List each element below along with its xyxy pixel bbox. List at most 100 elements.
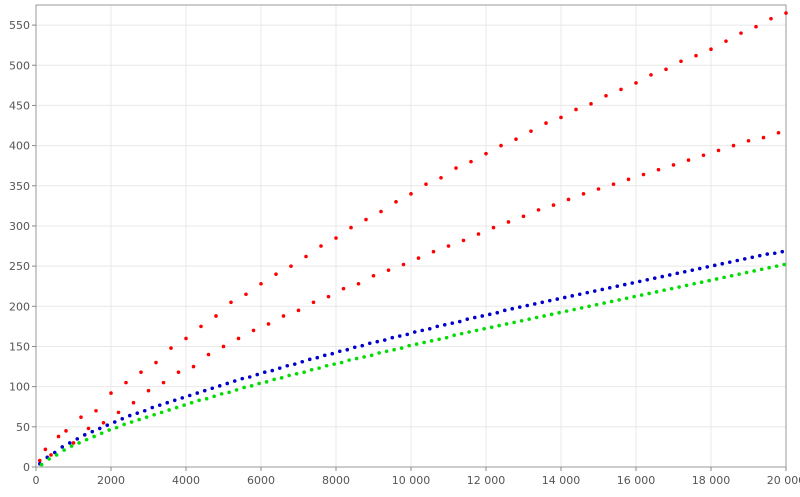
data-point <box>506 220 511 224</box>
data-point <box>360 343 365 348</box>
data-point <box>217 384 222 388</box>
data-point <box>369 353 374 358</box>
data-point <box>641 172 646 177</box>
data-point <box>221 344 226 349</box>
data-point <box>77 441 81 445</box>
data-point <box>307 357 312 362</box>
y-tick-label: 150 <box>9 340 30 353</box>
data-point <box>662 288 666 293</box>
data-point <box>375 339 380 344</box>
data-point <box>300 359 305 364</box>
data-point <box>399 346 404 350</box>
data-point <box>347 358 351 362</box>
data-point <box>437 337 441 342</box>
data-point <box>465 317 470 321</box>
data-point <box>564 309 569 313</box>
data-point <box>161 380 166 385</box>
data-point <box>382 338 387 342</box>
data-point <box>480 314 485 318</box>
data-point <box>532 302 537 306</box>
data-point <box>92 434 96 439</box>
data-point <box>202 388 207 393</box>
data-point <box>442 322 447 327</box>
data-point <box>257 381 261 386</box>
data-point <box>204 396 209 401</box>
data-point <box>195 391 200 395</box>
data-point <box>311 300 316 305</box>
data-point <box>694 53 698 58</box>
data-point <box>60 445 65 449</box>
data-point <box>649 73 653 77</box>
data-point <box>744 270 749 275</box>
x-tick-label: 4000 <box>172 474 200 487</box>
data-point <box>697 266 702 271</box>
data-point <box>289 264 293 268</box>
data-point <box>337 349 342 354</box>
data-point <box>322 353 327 358</box>
data-point <box>150 405 155 410</box>
data-point <box>731 143 736 148</box>
data-point <box>579 306 584 310</box>
data-point <box>180 396 185 400</box>
data-point <box>397 334 402 338</box>
data-point <box>457 319 462 324</box>
data-point <box>174 405 179 410</box>
data-point <box>345 347 350 352</box>
data-point <box>302 370 306 374</box>
y-tick-label: 250 <box>9 260 30 273</box>
data-point <box>249 384 254 388</box>
x-tick-label: 0 <box>33 474 40 487</box>
data-point <box>90 429 95 434</box>
data-point <box>184 336 188 341</box>
data-point <box>187 393 192 398</box>
data-point <box>499 143 503 148</box>
data-point <box>504 322 509 326</box>
data-point <box>97 426 102 431</box>
data-point <box>671 163 676 167</box>
data-point <box>452 333 456 338</box>
x-tick-label: 6000 <box>247 474 275 487</box>
data-point <box>555 297 560 301</box>
data-point <box>270 368 275 373</box>
data-point <box>727 260 732 264</box>
data-point <box>247 375 252 379</box>
data-point <box>105 423 110 428</box>
data-point <box>431 249 436 254</box>
data-point <box>79 415 83 419</box>
data-point <box>752 269 756 273</box>
data-point <box>225 381 230 386</box>
data-point <box>285 363 290 368</box>
data-point <box>176 370 181 374</box>
data-point <box>705 265 710 269</box>
x-tick-label: 20 000 <box>767 474 800 487</box>
data-point <box>390 335 395 340</box>
data-point <box>632 294 636 299</box>
data-point <box>167 408 171 412</box>
data-point <box>229 300 233 305</box>
y-tick-label: 550 <box>9 19 30 32</box>
data-point <box>677 285 681 289</box>
data-point <box>84 437 89 442</box>
data-point <box>242 385 246 390</box>
data-point <box>735 258 740 263</box>
data-point <box>622 282 627 287</box>
data-point <box>624 296 629 301</box>
data-point <box>37 458 42 463</box>
data-point <box>450 321 455 325</box>
data-point <box>352 345 357 350</box>
data-point <box>159 410 164 415</box>
data-point <box>754 24 758 29</box>
data-point <box>414 342 419 346</box>
data-point <box>279 376 284 380</box>
y-tick-label: 500 <box>9 59 30 72</box>
data-point <box>294 371 299 376</box>
data-point <box>544 121 548 125</box>
x-tick-label: 2000 <box>97 474 125 487</box>
x-tick-label: 18 000 <box>692 474 731 487</box>
data-point <box>334 236 338 240</box>
data-point <box>292 362 297 366</box>
data-point <box>371 273 376 278</box>
data-point <box>444 335 449 340</box>
